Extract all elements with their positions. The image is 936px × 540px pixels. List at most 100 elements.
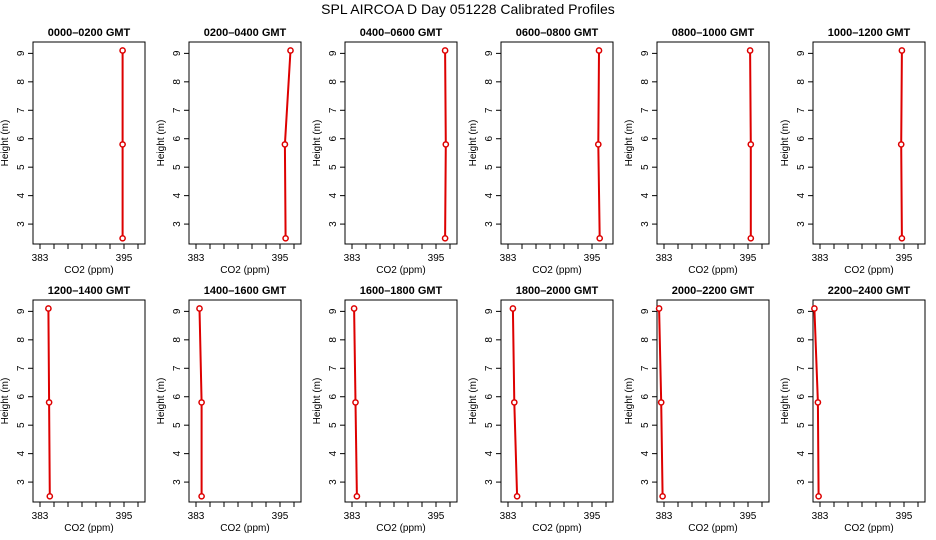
panel-title: 1600–1800 GMT — [360, 285, 443, 297]
y-tick-label: 7 — [796, 107, 807, 113]
x-axis-label: CO2 (ppm) — [688, 523, 737, 534]
x-axis-label: CO2 (ppm) — [844, 523, 893, 534]
profile-point — [659, 492, 666, 500]
y-axis-label: Height (m) — [0, 378, 11, 425]
profile-point — [45, 399, 53, 406]
plot-frame — [344, 41, 458, 245]
y-tick-label: 8 — [328, 79, 339, 85]
panel-title: 0800–1000 GMT — [672, 27, 755, 39]
x-tick-label: 383 — [812, 253, 829, 264]
y-tick-label: 8 — [172, 79, 183, 85]
x-tick-label: 395 — [896, 253, 913, 264]
y-tick-label: 7 — [640, 107, 651, 113]
y-tick-label: 4 — [172, 192, 183, 198]
y-tick-label: 9 — [484, 308, 495, 314]
y-tick-label: 9 — [172, 50, 183, 56]
y-axis-label: Height (m) — [780, 120, 791, 167]
y-tick-label: 8 — [328, 337, 339, 343]
profile-point — [45, 305, 52, 312]
y-tick-label: 6 — [640, 394, 651, 400]
y-axis-label: Height (m) — [624, 120, 635, 167]
figure-title: SPL AIRCOA D Day 051228 Calibrated Profi… — [321, 1, 615, 17]
profile-point — [596, 234, 604, 242]
y-tick-label: 7 — [328, 365, 339, 371]
x-axis-label: CO2 (ppm) — [220, 265, 269, 276]
y-tick-label: 7 — [16, 365, 27, 371]
y-tick-label: 8 — [16, 337, 27, 343]
y-tick-label: 5 — [796, 422, 807, 428]
profile-point — [513, 492, 521, 500]
x-tick-label: 383 — [188, 511, 205, 522]
x-tick-label: 395 — [116, 253, 133, 264]
y-tick-label: 6 — [796, 136, 807, 142]
x-axis-label: CO2 (ppm) — [376, 265, 425, 276]
y-tick-label: 3 — [16, 479, 27, 485]
y-tick-label: 4 — [640, 192, 651, 198]
y-axis-label: Height (m) — [156, 120, 167, 167]
profile-point — [657, 399, 665, 406]
plot-frame — [656, 299, 770, 503]
y-tick-label: 4 — [328, 192, 339, 198]
x-axis-label: CO2 (ppm) — [844, 265, 893, 276]
plot-frame — [500, 41, 614, 245]
y-tick-label: 8 — [640, 337, 651, 343]
y-tick-label: 9 — [796, 308, 807, 314]
y-axis-label: Height (m) — [468, 120, 479, 167]
y-tick-label: 9 — [16, 308, 27, 314]
y-tick-label: 8 — [484, 79, 495, 85]
y-tick-label: 5 — [172, 164, 183, 170]
plot-frame — [188, 299, 302, 503]
profile-point — [814, 399, 822, 406]
panel-title: 1800–2000 GMT — [516, 285, 599, 297]
x-axis-label: CO2 (ppm) — [64, 265, 113, 276]
profile-point — [287, 47, 294, 54]
profile-point — [198, 492, 205, 500]
profile-point — [350, 305, 358, 312]
y-tick-label: 5 — [328, 164, 339, 170]
y-tick-label: 9 — [16, 50, 27, 56]
y-tick-label: 3 — [640, 221, 651, 227]
y-tick-label: 7 — [172, 365, 183, 371]
profile-point — [353, 492, 361, 500]
y-tick-label: 9 — [484, 50, 495, 56]
y-axis-label: Height (m) — [312, 378, 323, 425]
y-tick-label: 6 — [640, 136, 651, 142]
y-tick-label: 5 — [172, 422, 183, 428]
panel-title: 0200–0400 GMT — [204, 27, 287, 39]
profile-point — [509, 305, 517, 312]
x-tick-label: 383 — [344, 253, 361, 264]
x-tick-label: 383 — [32, 253, 49, 264]
y-axis-label: Height (m) — [312, 120, 323, 167]
profile-point — [196, 305, 203, 312]
profile-point — [811, 305, 818, 312]
profile-point — [119, 141, 126, 148]
y-tick-label: 6 — [484, 394, 495, 400]
plot-frame — [344, 299, 458, 503]
y-tick-label: 7 — [640, 365, 651, 371]
x-tick-label: 395 — [740, 511, 757, 522]
y-tick-label: 9 — [796, 50, 807, 56]
y-tick-label: 5 — [16, 422, 27, 428]
panel-title: 1400–1600 GMT — [204, 285, 287, 297]
profile-point — [747, 234, 755, 242]
y-axis-label: Height (m) — [780, 378, 791, 425]
profile-point — [119, 47, 126, 54]
y-tick-label: 9 — [640, 50, 651, 56]
y-axis-label: Height (m) — [468, 378, 479, 425]
y-tick-label: 6 — [328, 394, 339, 400]
plot-frame — [32, 41, 146, 245]
y-tick-label: 3 — [16, 221, 27, 227]
y-tick-label: 4 — [328, 450, 339, 456]
y-tick-label: 3 — [328, 221, 339, 227]
y-tick-label: 7 — [484, 365, 495, 371]
x-axis-label: CO2 (ppm) — [220, 523, 269, 534]
y-tick-label: 7 — [796, 365, 807, 371]
profile-point — [510, 399, 518, 406]
x-tick-label: 395 — [428, 253, 445, 264]
